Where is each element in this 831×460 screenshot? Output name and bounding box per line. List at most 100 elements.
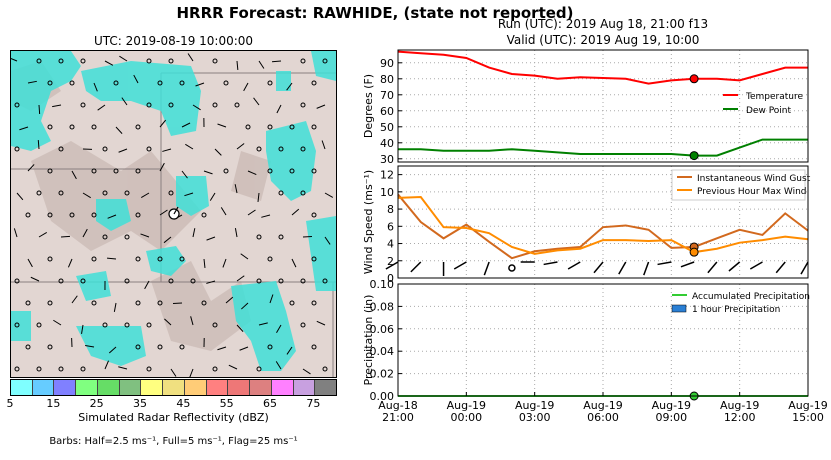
calm-marker: [300, 58, 306, 64]
calm-marker: [14, 366, 20, 372]
calm-marker: [47, 300, 53, 306]
colorbar-swatch: [228, 380, 251, 395]
wind-barb: [184, 192, 194, 197]
y-tick-label: 4: [387, 238, 394, 251]
barbs-note: Barbs: Half=2.5 ms⁻¹, Full=5 ms⁻¹, Flag=…: [49, 436, 298, 447]
current-time-marker: [689, 74, 699, 84]
series-line: [398, 138, 808, 157]
calm-marker: [179, 344, 185, 350]
colorbar-swatch: [271, 380, 294, 395]
wind-barb: [159, 119, 167, 128]
calm-marker: [278, 278, 284, 284]
x-tick-label: 09:00: [655, 411, 687, 424]
wind-barb: [181, 170, 188, 179]
calm-marker: [80, 366, 86, 372]
wind-barb: [271, 60, 282, 63]
x-tick-label: 12:00: [724, 411, 756, 424]
calm-marker: [25, 344, 31, 350]
wind-barb: [106, 257, 117, 260]
legend-label: Previous Hour Max Wind: [697, 187, 807, 197]
wind-barb: [16, 192, 24, 201]
valid-line: Valid (UTC): 2019 Aug 19, 10:00: [506, 33, 700, 47]
y-tick-label: 8: [387, 203, 394, 216]
calm-marker: [267, 344, 273, 350]
calm-marker: [201, 300, 207, 306]
wind-barb: [141, 192, 150, 199]
wind-barb: [133, 74, 139, 84]
calm-marker: [300, 102, 306, 108]
calm-marker: [80, 58, 86, 64]
y-tick-label: 90: [380, 57, 394, 70]
calm-marker: [179, 80, 185, 86]
wind-barb: [71, 295, 78, 304]
calm-marker: [102, 190, 108, 196]
y-tick-label: 0.06: [370, 323, 395, 336]
calm-marker: [256, 146, 262, 152]
calm-marker: [58, 146, 64, 152]
calm-marker: [91, 212, 97, 218]
wind-barb: [316, 104, 326, 109]
y-tick-label: 12: [380, 169, 394, 182]
calm-marker: [135, 168, 141, 174]
wind-barb: [241, 302, 249, 310]
calm-marker: [135, 256, 141, 262]
calm-marker: [91, 256, 97, 262]
colorbar-tick-label: 55: [219, 397, 234, 410]
y-tick-label: 0.08: [370, 300, 395, 313]
plot-frame: [397, 165, 809, 279]
calm-marker: [278, 234, 284, 240]
x-tick-label: 15:00: [792, 411, 824, 424]
calm-marker: [311, 124, 317, 130]
calm-marker: [311, 300, 317, 306]
calm-marker: [58, 366, 64, 372]
calm-marker: [157, 80, 163, 86]
wind-barb: [85, 344, 95, 348]
wind-barb: [118, 366, 128, 370]
wind-barb: [185, 143, 194, 150]
wind-barb: [121, 97, 128, 106]
wind-barb: [728, 261, 741, 272]
wind-barb: [800, 261, 809, 275]
legend-label: Dew Point: [746, 106, 792, 116]
colorbar-label: Simulated Radar Reflectivity (dBZ): [78, 411, 269, 424]
wind-barb: [276, 104, 282, 114]
calm-marker: [36, 190, 42, 196]
colorbar-swatch: [163, 380, 185, 395]
wind-barb: [162, 148, 172, 152]
current-time-marker: [689, 247, 699, 257]
y-tick-label: 0.02: [370, 368, 395, 381]
wind-barb: [286, 82, 293, 91]
station-barb: [173, 206, 179, 215]
x-tick-label: Aug-19: [515, 399, 554, 412]
legend-label: Temperature: [745, 92, 803, 102]
wind-barb: [27, 80, 37, 84]
wind-barb: [225, 296, 234, 304]
wind-barb: [217, 123, 227, 128]
legend-label: Instantaneous Wind Gust: [697, 174, 811, 184]
wind-barb: [258, 60, 265, 69]
colorbar-tick-label: 75: [306, 397, 321, 410]
wind-barb: [104, 360, 110, 370]
x-tick-label: 21:00: [382, 411, 414, 424]
wind-barb: [11, 58, 18, 62]
wind-barb: [163, 236, 172, 244]
wind-barb: [247, 170, 257, 175]
wind-barb: [203, 258, 206, 269]
y-tick-label: 10: [380, 186, 394, 199]
y-axis-label: Wind Speed (ms⁻¹): [362, 170, 375, 274]
calm-marker: [14, 102, 20, 108]
calm-marker: [135, 124, 141, 130]
wind-barb: [93, 82, 98, 92]
wind-barb: [217, 346, 227, 351]
calm-marker: [168, 278, 174, 284]
wind-barb: [286, 346, 293, 355]
wind-barb: [291, 208, 300, 216]
wind-barb: [261, 214, 271, 218]
wind-barb: [119, 55, 128, 62]
wind-barb: [593, 261, 604, 274]
y-axis-label: Degrees (F): [362, 74, 375, 138]
calm-marker: [113, 80, 119, 86]
legend-box: [671, 169, 806, 201]
wind-barb: [189, 368, 194, 377]
y-tick-label: 60: [380, 105, 394, 118]
